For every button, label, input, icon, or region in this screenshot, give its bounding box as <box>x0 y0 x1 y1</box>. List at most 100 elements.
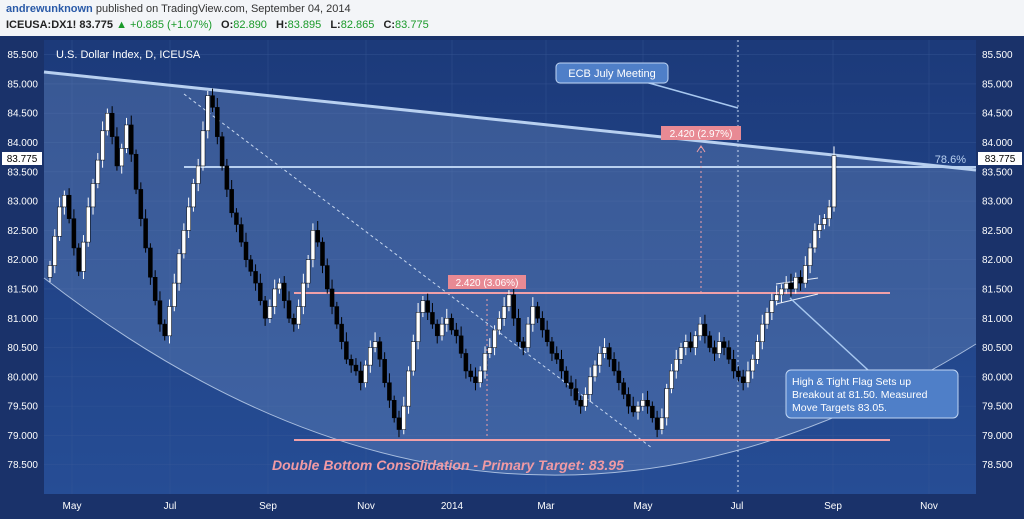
candle-body <box>114 136 120 167</box>
candle-body <box>344 341 349 360</box>
candle-body <box>325 265 330 290</box>
candle-body <box>573 388 579 401</box>
y-tick-label-right: 82.500 <box>982 226 1013 237</box>
y-tick-label-left: 85.000 <box>7 79 38 90</box>
candle-body <box>597 353 603 366</box>
candle-body <box>688 341 693 348</box>
candle-body <box>760 323 765 342</box>
candle-body <box>731 359 736 372</box>
high-value: 83.895 <box>287 19 322 31</box>
candle-body <box>329 288 335 307</box>
y-tick-label-right: 81.000 <box>982 314 1013 325</box>
candle-body <box>817 224 822 231</box>
candle-body <box>592 364 598 378</box>
flag-callout-pointer <box>789 297 869 371</box>
flag-callout-line1: High & Tight Flag Sets up <box>792 376 911 388</box>
candle-body <box>258 282 263 301</box>
candle-body <box>578 400 583 407</box>
candle-body <box>176 253 182 284</box>
candle-body <box>296 306 301 325</box>
candle-body <box>210 95 215 108</box>
candle-body <box>783 282 789 290</box>
candle-body <box>434 323 440 337</box>
candle-body <box>234 212 239 225</box>
symbol: ICEUSA:DX1! <box>6 19 77 31</box>
candle-body <box>439 323 445 337</box>
candle-body <box>105 112 110 132</box>
candle-body <box>607 347 612 360</box>
candle-body <box>391 400 397 419</box>
candle-body <box>281 282 287 301</box>
x-axis-band <box>44 494 976 519</box>
measure-top-box <box>661 126 741 140</box>
candle-body <box>564 370 569 383</box>
y-tick-label-right: 83.500 <box>982 167 1013 178</box>
candle-body <box>52 235 58 266</box>
candle-body <box>109 112 115 137</box>
candle-body <box>195 165 201 184</box>
candle-body <box>602 347 607 354</box>
candle-body <box>62 194 67 208</box>
candle-body <box>745 370 751 383</box>
candle-body <box>473 376 478 383</box>
chart-title: U.S. Dollar Index, D, ICEUSA <box>56 49 201 61</box>
candle-body <box>229 189 234 214</box>
x-tick-label: Mar <box>537 501 555 512</box>
y-tick-label-right: 79.500 <box>982 402 1013 413</box>
diagonal-dotted-line <box>183 93 653 449</box>
candle-body <box>568 382 574 389</box>
y-tick-label-right: 84.000 <box>982 138 1013 149</box>
candle-body <box>262 300 268 319</box>
low-value: 82.865 <box>340 19 375 31</box>
candle-body <box>291 318 297 325</box>
x-tick-label: May <box>634 501 653 512</box>
candle-body <box>717 341 722 354</box>
candle-body <box>683 341 689 348</box>
candle-body <box>406 370 411 407</box>
candle-body <box>162 323 167 337</box>
y-tick-label-left: 79.500 <box>7 402 38 413</box>
candle-body <box>243 241 249 260</box>
x-tick-label: Sep <box>824 501 842 512</box>
close-label: C: <box>383 19 396 31</box>
chart-header: andrewunknown published on TradingView.c… <box>0 0 1024 37</box>
candle-body <box>774 294 779 301</box>
x-tick-label: Jul <box>731 501 744 512</box>
candle-body <box>215 107 220 137</box>
y-tick-label-right: 79.000 <box>982 431 1013 442</box>
y-axis-left: 85.500 85.000 84.500 84.000 83.500 83.000 82.5… <box>7 50 38 471</box>
y-tick-label-right: 84.500 <box>982 109 1013 120</box>
candle-body <box>630 405 636 413</box>
candle-body <box>511 294 516 319</box>
open-label: O: <box>221 19 234 31</box>
candle-body <box>812 230 818 249</box>
candle-body <box>697 323 703 337</box>
price-chart[interactable]: U.S. Dollar Index, D, ICEUSA ECB July Me… <box>0 36 1024 519</box>
candle-body <box>540 318 545 331</box>
x-tick-label: May <box>63 501 82 512</box>
x-tick-label: Nov <box>920 501 938 512</box>
candle-body <box>559 359 564 372</box>
y-tick-label-left: 81.000 <box>7 314 38 325</box>
ecb-callout-box <box>555 62 669 84</box>
last-price-tag-right <box>978 152 1022 165</box>
candle-body <box>707 335 712 348</box>
candle-body <box>387 382 392 401</box>
measure-mid-label: 2.420 (3.06%) <box>456 278 519 289</box>
candle-body <box>664 388 669 419</box>
author-link[interactable]: andrewunknown <box>6 3 93 15</box>
candle-body <box>348 359 354 366</box>
candle-body <box>616 370 622 383</box>
candle-body <box>755 341 760 360</box>
candle-body <box>492 329 497 348</box>
candle-body <box>798 277 803 284</box>
candle-body <box>401 405 407 430</box>
candle-body <box>506 294 512 307</box>
y-tick-label-left: 79.000 <box>7 431 38 442</box>
candle-body <box>382 359 387 383</box>
y-tick-label-right: 81.500 <box>982 284 1013 295</box>
quote-line: ICEUSA:DX1! 83.775 ▲ +0.885 (+1.07%) O:8… <box>6 19 429 31</box>
publish-info: published on TradingView.com, September … <box>95 3 351 15</box>
candle-body <box>693 335 698 348</box>
candle-body <box>721 341 727 348</box>
